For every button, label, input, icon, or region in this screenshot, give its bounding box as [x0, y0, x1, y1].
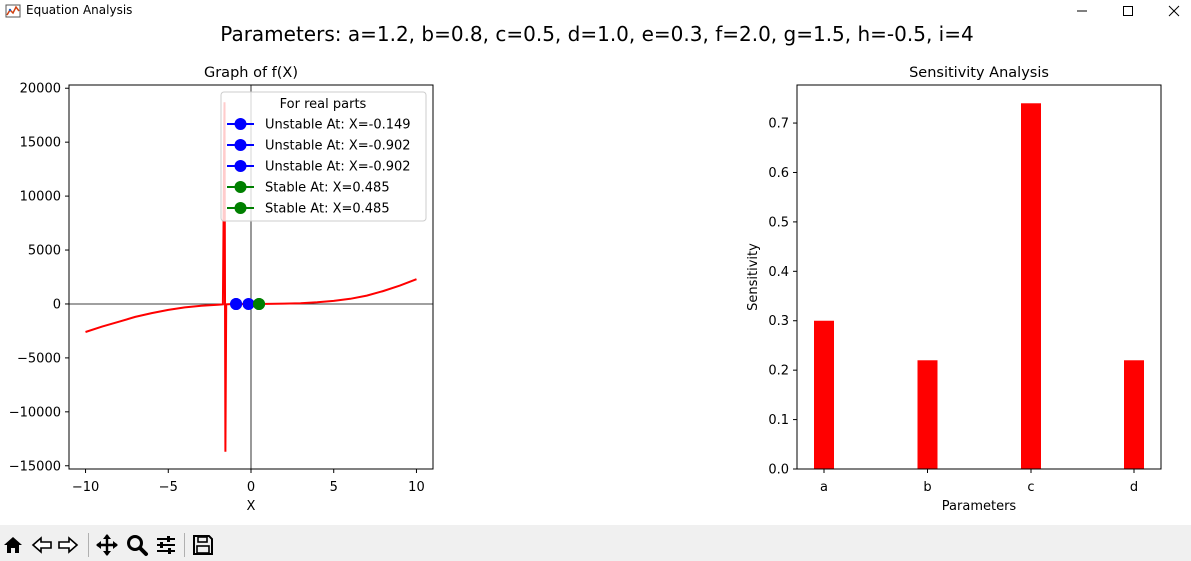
y-tick-label: 0.0 [768, 463, 789, 478]
y-tick-label: 5000 [28, 244, 61, 259]
legend-entry: Unstable At: X=-0.902 [227, 160, 411, 175]
configure-subplots-icon [157, 536, 175, 554]
forward-icon [58, 536, 79, 554]
y-tick-label: −10000 [9, 405, 61, 420]
x-tick-label: c [1027, 480, 1034, 495]
minimize-button[interactable] [1059, 0, 1105, 22]
y-tick-label: 0.5 [768, 215, 789, 230]
y-tick-label: −5000 [17, 351, 61, 366]
equilibrium-point [242, 297, 255, 310]
right-plot-frame [796, 84, 1162, 470]
bar-d [1124, 360, 1144, 469]
y-tick-label: 0.1 [768, 413, 789, 428]
legend-title: For real parts [280, 97, 367, 112]
x-tick-label: −10 [72, 480, 99, 495]
y-tick-label: −15000 [9, 459, 61, 474]
legend-marker [234, 118, 247, 130]
legend-label: Stable At: X=0.485 [265, 202, 390, 217]
app-icon [5, 4, 21, 18]
y-tick-label: 0 [53, 297, 61, 312]
y-tick-label: 10000 [20, 190, 61, 205]
y-tick-label: 20000 [20, 82, 61, 97]
legend-marker [234, 181, 247, 193]
zoom-button[interactable] [124, 532, 150, 558]
legend-entry: Unstable At: X=-0.149 [227, 118, 411, 133]
right-plot-xlabel: Parameters [942, 499, 1017, 514]
legend-label: Unstable At: X=-0.149 [265, 118, 411, 133]
legend-box [220, 91, 427, 222]
left-plot-xlabel: X [247, 499, 256, 514]
legend-label: Unstable At: X=-0.902 [265, 139, 411, 154]
x-tick-label: 5 [330, 480, 338, 495]
navigation-toolbar [0, 525, 1191, 561]
function-curve [85, 102, 417, 452]
right-plot-title: Sensitivity Analysis [909, 65, 1049, 81]
x-tick-label: d [1130, 480, 1138, 495]
left-plot-title: Graph of f(X) [204, 65, 298, 81]
bar-a [814, 320, 834, 469]
minimize-icon [1077, 10, 1087, 12]
legend-entry: Stable At: X=0.485 [227, 181, 390, 196]
y-tick-label: 0.4 [768, 265, 789, 280]
y-tick-label: 0.2 [768, 364, 789, 379]
sensitivity-chart: Sensitivity Analysis a b c d 0.0 0.1 0.2 0.3 0.4… [746, 65, 1162, 514]
maximize-icon [1123, 6, 1133, 16]
legend-marker [234, 160, 247, 172]
y-tick-label: 0.6 [768, 166, 789, 181]
toolbar-separator [184, 533, 185, 557]
bar-b [917, 360, 938, 469]
back-icon [31, 536, 52, 554]
pan-icon [96, 534, 118, 556]
legend: For real parts Unstable At: X=-0.149 Unst… [220, 91, 427, 222]
legend-label: Unstable At: X=-0.902 [265, 160, 411, 175]
forward-button[interactable] [55, 532, 81, 558]
right-plot-ylabel: Sensitivity [746, 243, 761, 311]
window-title: Equation Analysis [26, 3, 133, 17]
toolbar-separator [88, 533, 89, 557]
configure-subplots-button[interactable] [153, 532, 179, 558]
close-button[interactable] [1151, 0, 1191, 22]
figure-suptitle: Parameters: a=1.2, b=0.8, c=0.5, d=1.0, … [220, 22, 973, 46]
legend-marker [234, 202, 247, 214]
x-tick-label: 0 [247, 480, 255, 495]
y-tick-label: 0.3 [768, 314, 789, 329]
y-tick-label: 0.7 [768, 117, 789, 132]
legend-marker [234, 139, 247, 151]
maximize-button[interactable] [1105, 0, 1151, 22]
home-button[interactable] [0, 532, 26, 558]
pan-button[interactable] [94, 532, 120, 558]
back-button[interactable] [29, 532, 55, 558]
y-tick-label: 15000 [20, 136, 61, 151]
figure-canvas[interactable]: Parameters: a=1.2, b=0.8, c=0.5, d=1.0, … [0, 22, 1191, 525]
bar-c [1021, 103, 1041, 470]
save-button[interactable] [190, 532, 216, 558]
x-tick-label: b [923, 480, 931, 495]
equilibrium-point [230, 297, 243, 310]
legend-label: Stable At: X=0.485 [265, 181, 390, 196]
legend-entry: Stable At: X=0.485 [227, 202, 390, 217]
x-tick-label: 10 [408, 480, 425, 495]
save-icon [193, 535, 213, 555]
zoom-icon [127, 535, 148, 556]
home-icon [4, 537, 22, 553]
close-icon [1168, 5, 1180, 17]
x-tick-label: −5 [159, 480, 178, 495]
x-tick-label: a [820, 480, 828, 495]
function-graph: Graph of f(X) −10 −5 0 5 10 −15000 −10000 −5000… [9, 65, 434, 514]
title-bar: Equation Analysis [0, 0, 1191, 22]
legend-entry: Unstable At: X=-0.902 [227, 139, 411, 154]
equilibrium-point [253, 297, 266, 310]
